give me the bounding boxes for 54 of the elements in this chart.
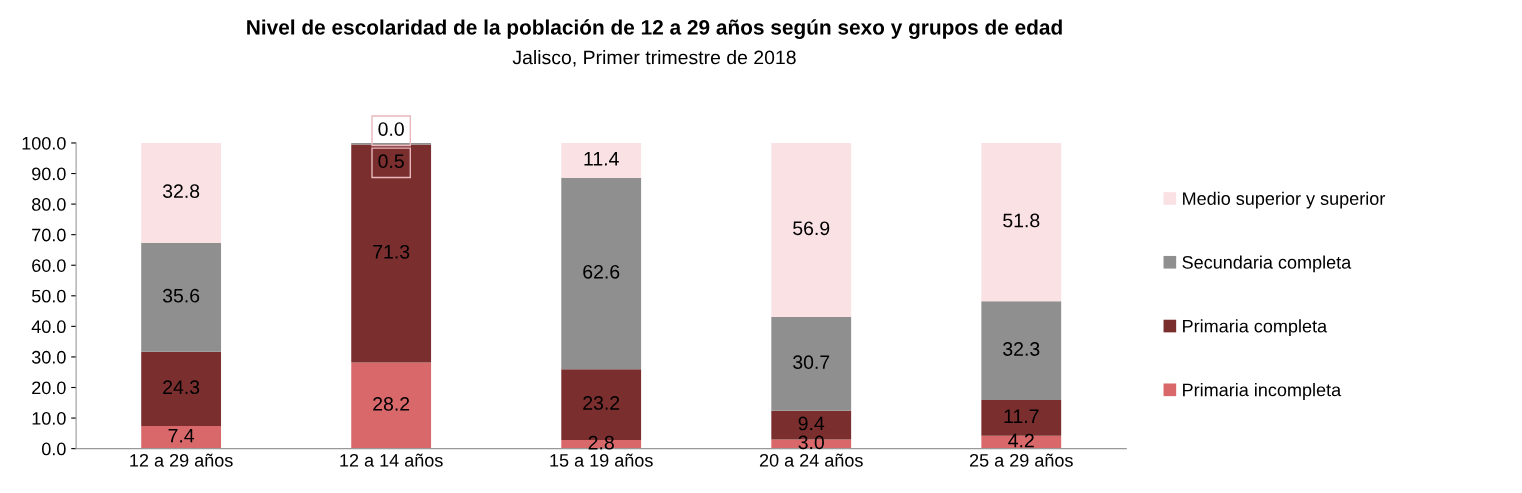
- bar: [771, 142, 852, 317]
- data-label: 23.2: [583, 396, 620, 410]
- bar: [771, 316, 852, 411]
- y-tick-label: 60.0: [32, 259, 66, 272]
- data-label: 32.3: [1003, 342, 1040, 356]
- bar: [141, 351, 222, 427]
- x-tick-label: 12 a 29 años: [130, 453, 233, 467]
- data-label: 56.9: [793, 221, 830, 236]
- data-label: 32.8: [162, 184, 200, 199]
- data-label: 3.0: [798, 435, 824, 450]
- y-tick-label: 70.0: [32, 228, 66, 242]
- data-label: 35.6: [162, 288, 200, 303]
- bar: [981, 301, 1062, 401]
- bar: [351, 144, 432, 363]
- data-label: 7.4: [168, 428, 195, 443]
- bar: [351, 362, 432, 449]
- data-label: 0.0: [378, 122, 404, 136]
- bar: [141, 142, 222, 243]
- y-tick-label: 10.0: [32, 412, 66, 425]
- x-tick-label: 25 a 29 años: [969, 453, 1073, 467]
- bar: [981, 142, 1062, 302]
- legend-label: Secundaria completa: [1182, 255, 1352, 273]
- bar: [561, 177, 642, 370]
- legend-label: Medio superior y superior: [1183, 191, 1386, 209]
- y-tick-label: 40.0: [31, 320, 66, 334]
- data-label: 9.4: [798, 416, 825, 431]
- data-label: 4.2: [1008, 433, 1034, 448]
- chart-subtitle: Jalisco, Primer trimestre de 2018: [512, 50, 796, 67]
- data-label: 28.2: [373, 396, 410, 411]
- data-label: 71.3: [373, 244, 410, 259]
- data-label: 62.6: [583, 264, 620, 279]
- data-label: 30.7: [793, 355, 830, 370]
- y-tick-label: 100.0: [22, 136, 66, 150]
- bar: [141, 426, 222, 449]
- x-tick-label: 15 a 19 años: [550, 453, 653, 467]
- legend-label: Primaria completa: [1183, 319, 1328, 337]
- y-tick-label: 20.0: [32, 381, 66, 395]
- bar: [141, 242, 222, 352]
- data-label: 51.8: [1003, 213, 1040, 228]
- y-tick-label: 80.0: [32, 198, 66, 211]
- chart-title: Nivel de escolaridad de la población de 12 a 29 años según sexo y grupos de edad: [247, 19, 1062, 39]
- y-tick-label: 0.0: [41, 442, 66, 456]
- y-tick-label: 30.0: [31, 350, 66, 364]
- y-tick-label: 50.0: [31, 289, 66, 303]
- y-tick-label: 90.0: [32, 167, 66, 181]
- x-tick-label: 12 a 14 años: [340, 453, 443, 467]
- data-label: 2.8: [588, 435, 614, 450]
- data-label: 11.4: [584, 152, 619, 166]
- x-tick-label: 20 a 24 años: [759, 453, 863, 467]
- data-label: 11.7: [1004, 409, 1039, 423]
- legend-label: Primaria incompleta: [1183, 383, 1342, 400]
- bar: [561, 142, 642, 178]
- data-label: 0.5: [378, 154, 404, 169]
- data-label: 24.3: [163, 380, 200, 395]
